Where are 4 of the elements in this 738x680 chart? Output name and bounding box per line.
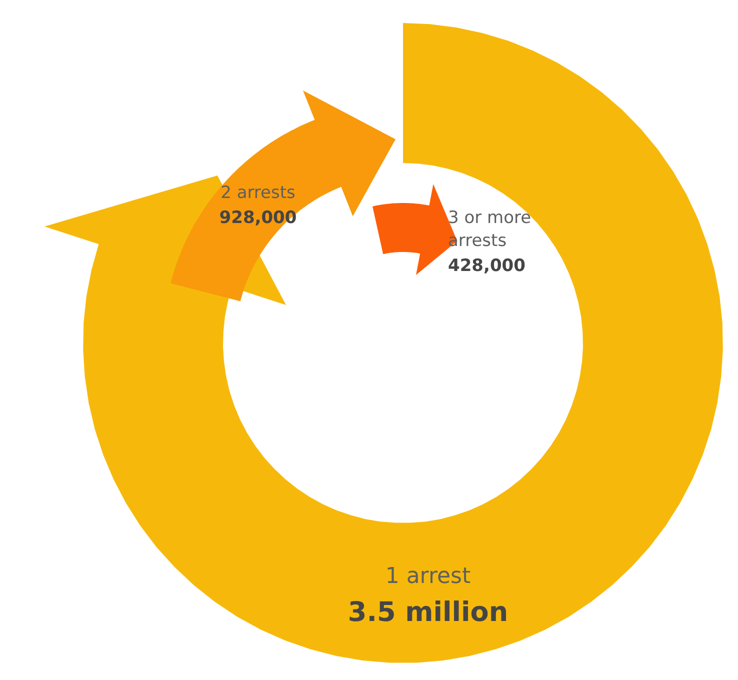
data-label: 3.5 million xyxy=(348,597,508,628)
category-label: 1 arrest xyxy=(385,564,472,589)
category-label: 2 arrests xyxy=(220,183,296,203)
data-label: 428,000 xyxy=(448,256,526,276)
